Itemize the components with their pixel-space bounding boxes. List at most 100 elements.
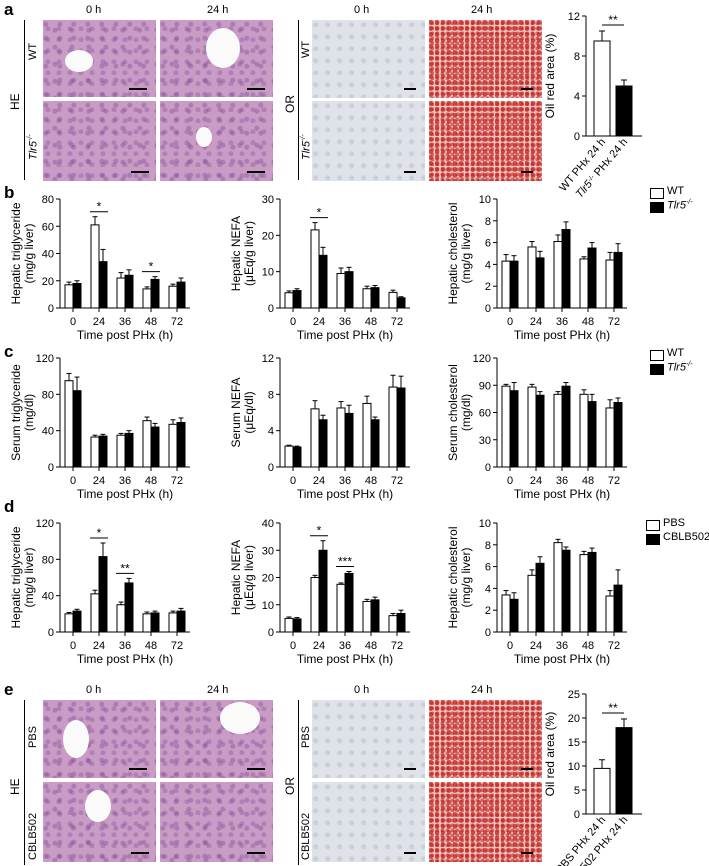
label-or-0h: 0 h <box>354 4 370 16</box>
d3-xtick-label-3: 48 <box>582 640 594 652</box>
d2-bar-0-2 <box>336 583 346 633</box>
a_or-cat-label-1: Tlr5-/- PHx 24 h <box>574 136 631 200</box>
b2-bar-1-0 <box>292 290 302 309</box>
b1-ytick-label-4: 80 <box>42 194 54 206</box>
c3-xlabel: Time post PHx (h) <box>514 487 610 501</box>
b2-bar-1-3 <box>370 287 380 309</box>
b3-ytick-label-4: 8 <box>485 216 491 228</box>
b3-bar-0-1 <box>527 246 537 309</box>
c2-bar-0-2 <box>336 407 346 468</box>
micrograph-e-or-pbs-0h <box>312 700 425 778</box>
c1-ytick-label-2: 80 <box>42 389 54 401</box>
d3-ytick-label-4: 8 <box>485 540 491 552</box>
d2-ytick-label-3: 30 <box>262 545 274 557</box>
c2-xtick-label-2: 36 <box>339 475 351 487</box>
d2-bar-0-3 <box>362 600 372 633</box>
label-or-24h: 24 h <box>471 4 493 16</box>
d1-bar-0-4 <box>168 612 178 633</box>
b3-ytick-label-5: 10 <box>479 194 491 206</box>
d2-ylabel-0: Hepatic NEFA <box>229 540 243 615</box>
e_or-ytick-label-1: 5 <box>574 785 580 797</box>
e_or-cat-label-0: PBS PHx 24 h <box>554 814 608 866</box>
b2-bar-1-2 <box>344 271 354 309</box>
legend-d-open-swatch <box>646 520 660 531</box>
c1-bar-0-4 <box>168 423 178 468</box>
legend-b-open-swatch <box>650 188 664 199</box>
micrograph-e-he-pbs-24h <box>160 700 273 778</box>
c3-bar-1-2 <box>561 385 571 468</box>
micrograph-or-wt-0h <box>312 20 425 98</box>
c2-bar-1-0 <box>292 446 302 468</box>
c1-xtick-label-4: 72 <box>171 475 183 487</box>
micrograph-or-tlr5-24h <box>429 101 542 181</box>
c3-xtick-label-2: 36 <box>556 475 568 487</box>
b3-bar-0-4 <box>605 259 615 309</box>
c1-ytick-label-3: 120 <box>36 353 54 365</box>
d2-bar-1-1 <box>318 549 328 633</box>
d3-bar-0-1 <box>527 574 537 633</box>
d1-bar-1-2 <box>124 582 134 633</box>
legend-d-open-label: PBS <box>663 517 686 529</box>
d3-bar-1-0 <box>509 598 519 633</box>
panel-letter-b: b <box>4 183 15 202</box>
c3-ylabel-0: Serum cholesterol <box>446 364 460 461</box>
d1-xtick-label-4: 72 <box>171 640 183 652</box>
d3-bar-0-4 <box>605 595 615 633</box>
c2-xtick-label-1: 24 <box>313 475 325 487</box>
panel-letter-c: c <box>4 342 14 361</box>
c1-bar-1-4 <box>176 421 186 468</box>
d2-sig-label-1: *** <box>338 555 352 569</box>
label-or-tlr5: Tlr5-/- <box>300 134 313 160</box>
e_or-ylabel: Oil red area (%) <box>543 712 557 797</box>
c2-bar-1-2 <box>344 412 354 468</box>
d1-ytick-label-1: 40 <box>42 591 54 603</box>
c1-xtick-label-2: 36 <box>119 475 131 487</box>
d2-ytick-label-2: 20 <box>262 573 274 585</box>
label-0h: 0 h <box>86 4 102 16</box>
c3-xtick-label-0: 0 <box>507 475 513 487</box>
legend-c-open-swatch <box>650 350 664 361</box>
b3-bar-1-0 <box>509 260 519 309</box>
d3-bar-1-2 <box>561 549 571 633</box>
b3-xtick-label-3: 48 <box>582 316 594 328</box>
d3-xtick-label-0: 0 <box>507 640 513 652</box>
d2-bar-1-4 <box>396 612 406 633</box>
c3-bar-1-1 <box>535 394 545 468</box>
b1-xtick-label-4: 72 <box>171 316 183 328</box>
b2-xtick-label-4: 72 <box>391 316 403 328</box>
panel-letter-d: d <box>4 497 15 516</box>
c1-xlabel: Time post PHx (h) <box>77 487 173 501</box>
d1-sig-label-0: * <box>97 526 102 540</box>
b3-ytick-label-0: 0 <box>485 303 491 315</box>
a_or-ytick-label-0: 0 <box>574 131 580 143</box>
label-e-24h: 24 h <box>207 684 229 696</box>
micrograph-he-tlr5-24h <box>160 101 273 181</box>
c3-bar-0-1 <box>527 386 537 468</box>
d2-xtick-label-4: 72 <box>391 640 403 652</box>
c3-bar-1-0 <box>509 390 519 468</box>
c2-bar-0-4 <box>388 386 398 468</box>
panel-letter-a: a <box>4 0 14 19</box>
a_or-cat-label-0: WT PHx 24 h <box>557 136 608 194</box>
d1-xtick-label-3: 48 <box>145 640 157 652</box>
e_or-ytick-label-4: 20 <box>568 713 580 725</box>
d1-bar-1-1 <box>98 556 108 633</box>
b2-bar-0-0 <box>284 292 294 309</box>
b2-ytick-label-0: 0 <box>268 303 274 315</box>
d1-xtick-label-0: 0 <box>70 640 76 652</box>
b1-ytick-label-0: 0 <box>48 303 54 315</box>
b2-ytick-label-3: 30 <box>262 194 274 206</box>
d3-ylabel-0: Hepatic cholesterol <box>446 526 460 628</box>
d1-xtick-label-2: 36 <box>119 640 131 652</box>
panel-letter-e: e <box>4 680 14 699</box>
c3-bar-0-3 <box>579 393 589 468</box>
a_or-ylabel: Oil red area (%) <box>543 34 557 119</box>
c1-xtick-label-0: 0 <box>70 475 76 487</box>
b1-ylabel-0: Hepatic triglyceride <box>9 202 23 304</box>
label-e-pbs: PBS <box>27 725 39 748</box>
e_or-ytick-label-3: 15 <box>568 737 580 749</box>
c1-xtick-label-3: 48 <box>145 475 157 487</box>
b3-bar-1-3 <box>587 247 597 309</box>
e_or-ytick-label-2: 10 <box>568 761 580 773</box>
b2-xtick-label-3: 48 <box>365 316 377 328</box>
